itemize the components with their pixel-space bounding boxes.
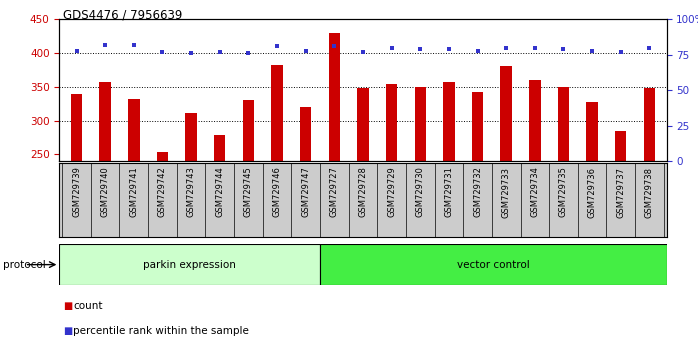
Text: GDS4476 / 7956639: GDS4476 / 7956639 [63, 9, 182, 22]
Bar [300, 107, 311, 161]
Text: GSM729747: GSM729747 [301, 166, 310, 217]
Text: parkin expression: parkin expression [143, 259, 236, 270]
Bar [615, 131, 627, 161]
Text: ■: ■ [63, 326, 72, 336]
Text: GSM729739: GSM729739 [72, 166, 81, 217]
Text: GSM729734: GSM729734 [530, 166, 540, 217]
Text: GSM729733: GSM729733 [502, 166, 511, 218]
Text: count: count [73, 301, 103, 311]
Text: percentile rank within the sample: percentile rank within the sample [73, 326, 249, 336]
Text: ■: ■ [63, 301, 72, 311]
Text: GSM729740: GSM729740 [101, 166, 110, 217]
Text: GSM729742: GSM729742 [158, 166, 167, 217]
Text: GSM729727: GSM729727 [330, 166, 339, 217]
Text: GSM729737: GSM729737 [616, 166, 625, 218]
Bar [320, 244, 667, 285]
Bar [443, 81, 454, 161]
Text: GSM729746: GSM729746 [272, 166, 281, 217]
Bar [472, 92, 483, 161]
Text: GSM729741: GSM729741 [129, 166, 138, 217]
Text: GSM729729: GSM729729 [387, 166, 396, 217]
Bar [243, 101, 254, 161]
Text: GSM729728: GSM729728 [359, 166, 367, 217]
Bar [644, 88, 655, 161]
Bar [70, 94, 82, 161]
Bar [529, 80, 540, 161]
Bar [59, 244, 320, 285]
Text: GSM729738: GSM729738 [645, 166, 654, 218]
Bar [99, 81, 111, 161]
Text: GSM729735: GSM729735 [559, 166, 568, 217]
Bar [329, 33, 340, 161]
Bar [586, 102, 598, 161]
Text: GSM729744: GSM729744 [215, 166, 224, 217]
Text: vector control: vector control [456, 259, 530, 270]
Bar [272, 65, 283, 161]
Text: GSM729730: GSM729730 [416, 166, 425, 217]
Text: protocol: protocol [3, 259, 45, 270]
Bar [500, 66, 512, 161]
Bar [357, 88, 369, 161]
Bar [128, 99, 140, 161]
Text: GSM729736: GSM729736 [588, 166, 597, 218]
Text: GSM729731: GSM729731 [445, 166, 454, 217]
Bar [558, 87, 569, 161]
Text: GSM729743: GSM729743 [186, 166, 195, 217]
Text: GSM729745: GSM729745 [244, 166, 253, 217]
Text: GSM729732: GSM729732 [473, 166, 482, 217]
Bar [386, 84, 397, 161]
Bar [415, 87, 426, 161]
Bar [157, 152, 168, 161]
Bar [214, 136, 225, 161]
Bar [186, 113, 197, 161]
